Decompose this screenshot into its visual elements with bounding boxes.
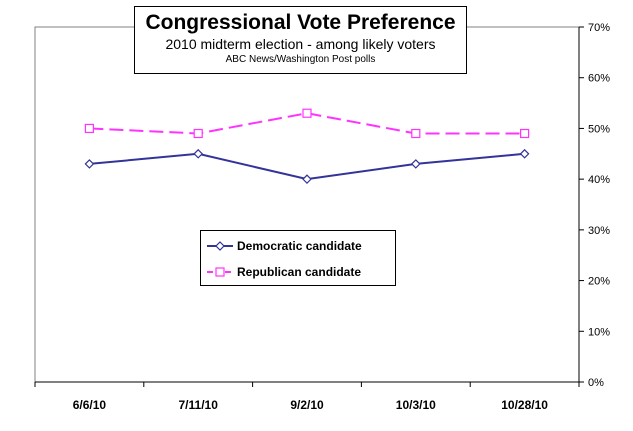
- legend-item-republican: Republican candidate: [207, 262, 361, 282]
- data-point: [84, 159, 95, 169]
- x-tick-label: 10/3/10: [396, 398, 436, 412]
- y-tick-label: 20%: [588, 276, 610, 288]
- plot-area: [34, 26, 580, 383]
- y-tick-label: 10%: [588, 326, 610, 338]
- legend-label-democratic: Democratic candidate: [237, 239, 362, 253]
- x-tick-label: 10/28/10: [501, 398, 548, 412]
- legend-swatch-democratic: [207, 241, 233, 251]
- data-point: [411, 128, 421, 139]
- data-point: [84, 123, 95, 134]
- series-layer: [84, 108, 530, 184]
- data-point: [519, 128, 530, 139]
- chart-title: Congressional Vote Preference: [145, 11, 456, 34]
- y-tick-label: 50%: [588, 123, 610, 135]
- data-point: [193, 128, 203, 139]
- legend: Democratic candidate Republican candidat…: [200, 230, 396, 286]
- y-axis: 0% 10% 20% 30% 40% 50% 60% 70%: [578, 22, 610, 389]
- y-tick-label: 30%: [588, 225, 610, 237]
- legend-swatch-republican: [207, 267, 233, 277]
- y-tick-label: 40%: [588, 174, 610, 186]
- chart-subtitle: 2010 midterm election - among likely vot…: [165, 36, 436, 52]
- x-axis: 6/6/10 7/11/10 9/2/10 10/3/10 10/28/10: [34, 381, 580, 412]
- x-tick-label: 9/2/10: [290, 398, 324, 412]
- legend-label-republican: Republican candidate: [237, 265, 362, 279]
- chart-source: ABC News/Washington Post polls: [225, 54, 376, 65]
- y-tick-label: 60%: [588, 73, 610, 85]
- chart-title-box: Congressional Vote Preference 2010 midte…: [134, 6, 467, 74]
- data-point: [302, 108, 312, 118]
- legend-item-democratic: Democratic candidate: [207, 236, 362, 256]
- data-point: [193, 148, 204, 159]
- data-point: [410, 159, 421, 169]
- y-tick-label: 0%: [588, 377, 604, 389]
- y-tick-label: 70%: [588, 22, 610, 34]
- x-tick-label: 6/6/10: [73, 398, 107, 412]
- data-point: [302, 174, 312, 184]
- series-line-1: [89, 112, 525, 135]
- x-tick-label: 7/11/10: [179, 398, 219, 412]
- data-point: [519, 148, 530, 159]
